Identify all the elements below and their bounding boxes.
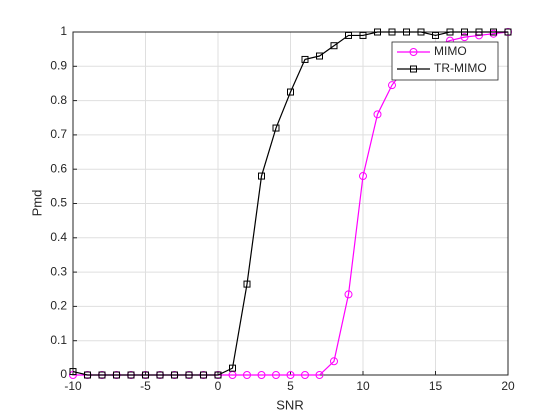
marker bbox=[127, 371, 135, 379]
y-tick-label: 0.5 bbox=[50, 196, 67, 210]
marker bbox=[113, 371, 120, 379]
y-tick-label: 0.9 bbox=[50, 58, 67, 72]
marker bbox=[330, 357, 338, 366]
legend-marker bbox=[409, 48, 418, 56]
x-tick-label: 5 bbox=[287, 379, 294, 393]
marker bbox=[214, 371, 222, 379]
marker bbox=[388, 28, 396, 36]
marker bbox=[243, 280, 251, 288]
marker bbox=[373, 110, 382, 119]
legend: MIMO TR-MIMO bbox=[391, 41, 499, 81]
marker bbox=[185, 371, 193, 379]
marker bbox=[417, 28, 425, 36]
x-tick-label: -10 bbox=[64, 379, 82, 393]
y-tick-label: 0.2 bbox=[50, 299, 67, 313]
legend-label: TR-MIMO bbox=[434, 61, 487, 75]
legend-box bbox=[391, 41, 499, 81]
marker bbox=[315, 371, 324, 379]
y-tick-label: 0.1 bbox=[50, 333, 67, 347]
marker bbox=[272, 371, 280, 379]
series-line bbox=[72, 31, 508, 376]
marker bbox=[258, 172, 265, 180]
marker bbox=[403, 28, 410, 36]
marker bbox=[301, 371, 309, 379]
marker bbox=[200, 371, 207, 379]
marker bbox=[171, 371, 178, 379]
marker bbox=[286, 371, 295, 379]
marker bbox=[475, 28, 483, 36]
marker bbox=[287, 88, 294, 96]
marker bbox=[359, 172, 367, 181]
marker bbox=[374, 28, 381, 36]
legend-marker bbox=[410, 65, 417, 73]
marker bbox=[461, 28, 468, 36]
marker bbox=[490, 28, 497, 36]
y-tick-label: 0.4 bbox=[50, 230, 67, 244]
y-tick-label: 0.6 bbox=[50, 161, 67, 175]
marker bbox=[257, 371, 266, 379]
y-tick-label: 0.7 bbox=[50, 127, 67, 141]
marker bbox=[359, 31, 367, 39]
marker bbox=[344, 290, 353, 299]
marker bbox=[446, 28, 454, 36]
marker bbox=[432, 31, 439, 39]
legend-label: MIMO bbox=[434, 44, 467, 58]
x-axis-label: SNR bbox=[276, 397, 303, 412]
x-tick-label: -5 bbox=[140, 379, 151, 393]
y-tick-label: 0.8 bbox=[50, 93, 67, 107]
marker bbox=[388, 81, 396, 90]
y-tick-label: 0.3 bbox=[50, 264, 67, 278]
y-axis-label: Pmd bbox=[29, 190, 44, 217]
y-tick-label: 0 bbox=[60, 367, 67, 381]
marker bbox=[98, 371, 106, 379]
x-tick-label: 20 bbox=[501, 379, 515, 393]
marker bbox=[229, 364, 236, 372]
marker bbox=[504, 28, 512, 36]
marker bbox=[142, 371, 149, 379]
y-tick-label: 1 bbox=[60, 24, 67, 38]
marker bbox=[243, 371, 251, 379]
marker bbox=[345, 31, 352, 39]
marker bbox=[330, 42, 338, 50]
marker bbox=[69, 368, 77, 376]
marker bbox=[301, 55, 309, 63]
marker bbox=[460, 33, 469, 42]
x-tick-label: 0 bbox=[215, 379, 222, 393]
marker bbox=[84, 371, 91, 379]
marker bbox=[272, 124, 280, 132]
x-tick-label: 15 bbox=[429, 379, 443, 393]
x-tick-label: 10 bbox=[356, 379, 370, 393]
marker bbox=[316, 52, 323, 60]
marker bbox=[156, 371, 164, 379]
